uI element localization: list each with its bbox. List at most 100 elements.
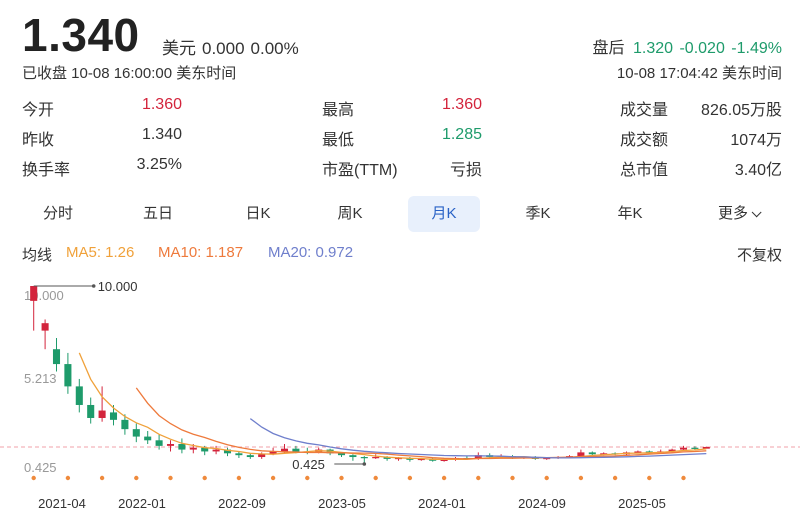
event-marker-dot (544, 475, 549, 481)
ma-legend: 均线 MA5: 1.26 MA10: 1.187 MA20: 0.972 不复权 (22, 244, 782, 266)
adjust-toggle[interactable]: 不复权 (736, 247, 782, 264)
tab-weekly-k[interactable]: 周K (337, 205, 363, 222)
chevron-down-icon (751, 207, 762, 218)
event-marker-dot (578, 475, 584, 481)
event-marker-dot (168, 475, 173, 481)
after-hours-change: -0.020 (679, 40, 725, 57)
x-tick-label: 2021-04 (38, 496, 86, 511)
candle-body (634, 451, 642, 453)
candle-body (246, 455, 254, 458)
candle-body (440, 459, 448, 462)
kline-chart[interactable]: 10.000 5.213 0.425 10.000 0.425 2021-04 2022-0… (0, 270, 800, 516)
tab-more[interactable]: 更多 (694, 196, 782, 232)
ma10-value: MA10: 1.187 (158, 244, 244, 261)
candle-body (166, 444, 175, 446)
market-cap-label: 总市值 (620, 162, 669, 179)
candle-body (543, 457, 551, 460)
candle-body (600, 453, 608, 455)
candle-body (132, 429, 140, 437)
x-tick-label: 2023-05 (318, 496, 366, 511)
pe-ttm-value: 亏损 (449, 162, 482, 179)
candle-body (189, 447, 197, 450)
low-label: 最低 (322, 132, 355, 149)
tab-daily-k[interactable]: 日K (245, 205, 271, 222)
max-annotation-dot (91, 284, 96, 288)
candle-body (474, 455, 482, 459)
volume-value: 826.05万股 (701, 102, 782, 119)
event-marker-dot (134, 475, 139, 481)
candle-body (280, 448, 289, 452)
candle-body (98, 410, 106, 418)
candle-body (235, 453, 243, 456)
open-value: 1.360 (141, 96, 182, 113)
candle-body (258, 454, 266, 458)
x-tick-label: 2025-05 (618, 496, 666, 511)
candle-body (212, 449, 220, 452)
event-marker-dot (510, 475, 515, 481)
candle-body (645, 451, 653, 453)
candle-body (577, 452, 585, 457)
event-marker-dot (65, 475, 71, 481)
event-marker-dot (31, 475, 36, 481)
ma5-line (78, 352, 707, 461)
event-marker-dot (407, 475, 413, 481)
last-price: 1.340 (22, 9, 140, 61)
ma10-line (135, 387, 707, 460)
candle-body (52, 349, 61, 365)
high-value: 1.360 (441, 96, 482, 113)
tab-intraday[interactable]: 分时 (42, 205, 73, 222)
max-annotation-label: 10.000 (98, 279, 138, 294)
ma-label: 均线 (22, 247, 53, 264)
candle-body (679, 447, 688, 450)
price-change: 0.000 (202, 39, 245, 58)
after-hours-pct: -1.49% (731, 40, 782, 57)
turnover-label: 成交额 (620, 132, 669, 149)
event-marker-dot (681, 475, 686, 481)
event-marker-dot (373, 475, 378, 481)
candle-body (702, 446, 710, 449)
after-hours-time: 10-08 17:04:42 美东时间 (616, 65, 782, 82)
x-tick-label: 2022-09 (218, 496, 266, 511)
market-status: 已收盘 10-08 16:00:00 美东时间 (22, 65, 237, 82)
tab-yearly-k[interactable]: 年K (617, 205, 643, 222)
candle-body (588, 452, 596, 455)
candle-body (337, 453, 346, 456)
prev-close-label: 昨收 (22, 132, 55, 149)
candle-body (201, 447, 209, 452)
stats-grid: 今开 1.360 最高 1.360 成交量 826.05万股 昨收 1.340 … (22, 96, 782, 186)
candle-body (75, 386, 83, 405)
min-annotation-dot (362, 462, 367, 466)
tab-quarterly-k[interactable]: 季K (525, 205, 551, 222)
market-cap-value: 3.40亿 (734, 162, 782, 179)
tab-five-day[interactable]: 五日 (142, 205, 173, 222)
candle-body (155, 440, 163, 446)
candle-body (269, 451, 277, 455)
ma20-line (249, 418, 707, 459)
kline-svg: 10.000 5.213 0.425 10.000 0.425 2021-04 2022-0… (0, 279, 800, 511)
quote-header: 1.340 美元 0.000 0.00% 已收盘 10-08 16:00:00 美东… (22, 8, 782, 88)
y-tick-label: 5.213 (24, 371, 57, 386)
y-tick-label: 10.000 (24, 288, 64, 303)
stats-row-2: 昨收 1.340 最低 1.285 成交额 1074万 (22, 126, 782, 154)
candle-body (372, 457, 380, 459)
event-marker-dot (236, 475, 242, 481)
candle-body (292, 448, 300, 452)
stats-row-3: 换手率 3.25% 市盈(TTM) 亏损 总市值 3.40亿 (22, 156, 782, 184)
event-marker-dot (476, 475, 481, 481)
prev-close-value: 1.340 (141, 126, 182, 143)
price-change-pct: 0.00% (250, 39, 299, 58)
event-marker-dot (202, 475, 207, 481)
candle-body (383, 457, 391, 459)
event-marker-dot (647, 475, 652, 481)
candle-body (109, 412, 118, 420)
candle-body (121, 419, 129, 430)
currency-label: 美元 (162, 39, 196, 58)
ma20-value: MA20: 0.972 (268, 244, 354, 261)
candle-body (417, 458, 425, 461)
candle-body (144, 436, 152, 441)
pe-ttm-label: 市盈(TTM) (322, 162, 398, 179)
tab-monthly-k[interactable]: 月K (408, 196, 480, 232)
tab-more-label: 更多 (717, 205, 748, 222)
after-hours-price: 1.320 (632, 40, 674, 57)
x-tick-label: 2024-01 (418, 496, 466, 511)
